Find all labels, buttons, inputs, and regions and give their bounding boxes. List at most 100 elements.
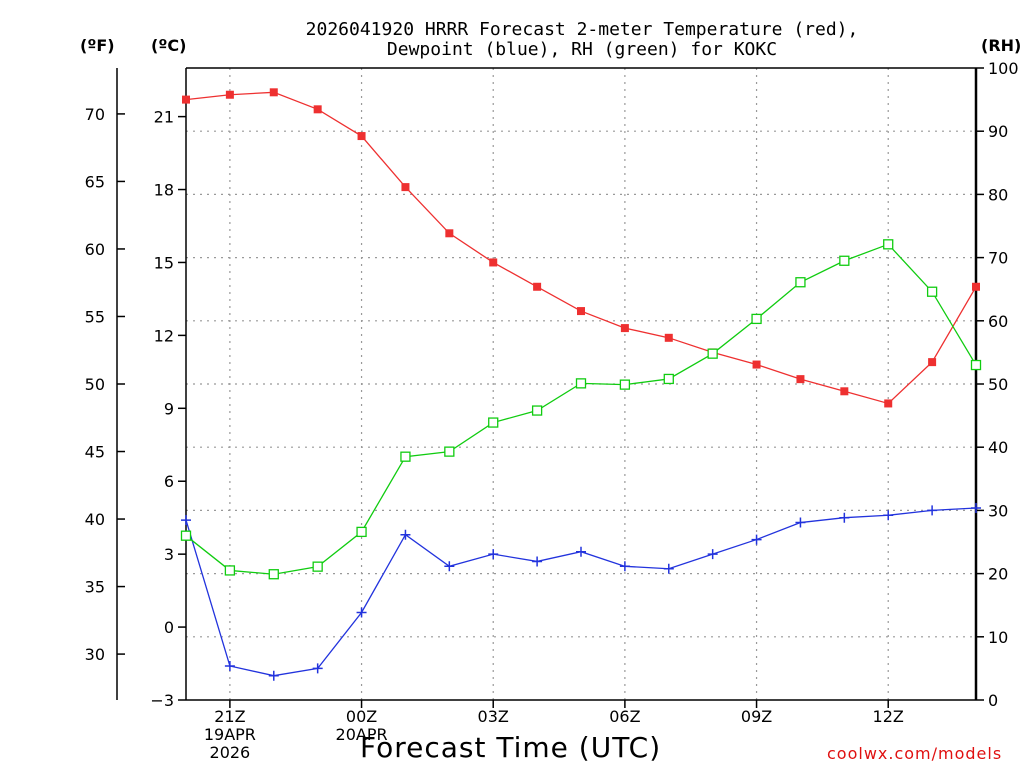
- temperature-point: [269, 88, 278, 97]
- celsius-tick-label: −3: [150, 691, 174, 710]
- temperature-point: [401, 183, 410, 192]
- tick-labels: −3 0 3 6 9 12 15 18 21 30 35 40 45 50 55 60 65 70 0 10 20 30 4…: [85, 59, 1019, 762]
- celsius-tick-label: 18: [154, 181, 174, 200]
- temperature-point: [577, 307, 585, 316]
- rh-tick-label: 80: [988, 185, 1008, 204]
- celsius-tick-label: 0: [164, 618, 174, 637]
- rh-point: [619, 379, 631, 390]
- temperature-point: [313, 105, 322, 114]
- fahrenheit-tick-label: 35: [85, 578, 105, 597]
- rh-point: [488, 417, 499, 428]
- temperature-point: [620, 324, 629, 333]
- rh-point: [970, 359, 982, 371]
- fahrenheit-tick-label: 55: [85, 307, 105, 326]
- temperature-point: [489, 258, 498, 267]
- temperature-point: [225, 90, 234, 99]
- grid-lines: [186, 68, 976, 700]
- rh-point: [795, 277, 806, 288]
- rh-point: [312, 561, 323, 572]
- fahrenheit-tick-label: 65: [85, 172, 105, 191]
- x-tick-label: 19APR: [204, 725, 256, 744]
- x-tick-label: 03Z: [478, 707, 509, 726]
- dewpoint-point: [268, 670, 279, 681]
- rh-tick-label: 50: [988, 375, 1008, 394]
- rh-point: [531, 405, 543, 416]
- rh-point: [180, 530, 192, 541]
- dewpoint-point: [795, 517, 806, 528]
- rh-point: [444, 446, 455, 457]
- source-credit: coolwx.com/models: [827, 744, 1003, 763]
- celsius-tick-label: 21: [154, 108, 174, 127]
- fahrenheit-tick-label: 40: [85, 510, 105, 529]
- rh-tick-label: 100: [988, 59, 1019, 78]
- series-markers: [180, 88, 982, 681]
- dewpoint-point: [532, 556, 543, 567]
- rh-point: [575, 378, 587, 389]
- x-tick-label: 09Z: [741, 707, 772, 726]
- dewpoint-point: [707, 549, 718, 560]
- temperature-point: [796, 375, 805, 384]
- dewpoint-point: [181, 515, 191, 526]
- temperature-point: [752, 360, 761, 369]
- rh-tick-label: 70: [988, 249, 1008, 268]
- celsius-tick-label: 9: [164, 399, 174, 418]
- rh-tick-label: 40: [988, 438, 1008, 457]
- x-tick-label: 06Z: [609, 707, 640, 726]
- dewpoint-line: [185, 507, 977, 677]
- temperature-point: [884, 399, 893, 408]
- temperature-point: [928, 358, 937, 367]
- x-tick-label: 2026: [210, 743, 251, 762]
- celsius-axis-label: (ºC): [151, 36, 187, 55]
- temperature-point: [533, 282, 542, 291]
- temperature-point: [972, 282, 980, 291]
- dewpoint-point: [663, 563, 674, 574]
- rh-point: [356, 526, 367, 538]
- rh-tick-label: 90: [988, 122, 1008, 141]
- x-tick-label: 20APR: [336, 725, 388, 744]
- dewpoint-point: [400, 529, 411, 540]
- dewpoint-point: [444, 561, 455, 572]
- x-axis-title: Forecast Time (UTC): [360, 731, 662, 764]
- temperature-point: [357, 132, 366, 141]
- chart-title-line-2: Dewpoint (blue), RH (green) for KOKC: [386, 39, 778, 60]
- rh-point: [400, 451, 411, 462]
- fahrenheit-axis-label: (ºF): [80, 36, 115, 55]
- rh-point: [883, 239, 894, 250]
- rh-axis-label: (RH): [981, 36, 1022, 55]
- rh-tick-label: 10: [988, 628, 1008, 647]
- dewpoint-point: [356, 607, 367, 618]
- x-tick-label: 21Z: [214, 707, 245, 726]
- chart-title-line-1: 2026041920 HRRR Forecast 2-meter Tempera…: [305, 19, 859, 40]
- dewpoint-point: [839, 512, 850, 523]
- rh-point: [268, 569, 279, 580]
- celsius-tick-label: 15: [154, 253, 174, 272]
- dewpoint-point: [488, 549, 499, 560]
- dewpoint-point: [619, 561, 630, 572]
- rh-point: [839, 255, 850, 266]
- rh-point: [926, 286, 938, 297]
- rh-point: [707, 348, 718, 359]
- rh-point: [663, 373, 674, 385]
- fahrenheit-tick-label: 60: [85, 240, 105, 259]
- temperature-point: [664, 333, 673, 342]
- fahrenheit-tick-label: 50: [85, 375, 105, 394]
- x-tick-label: 00Z: [346, 707, 377, 726]
- celsius-tick-label: 12: [154, 326, 174, 345]
- dewpoint-point: [883, 510, 894, 521]
- temperature-point: [445, 229, 454, 238]
- x-tick-label: 12Z: [873, 707, 904, 726]
- dewpoint-point: [224, 660, 235, 671]
- fahrenheit-tick-label: 30: [85, 645, 105, 664]
- axes: [116, 67, 984, 708]
- rh-tick-label: 20: [988, 565, 1008, 584]
- fahrenheit-tick-label: 70: [85, 105, 105, 124]
- dewpoint-point: [751, 534, 762, 545]
- temperature-point: [182, 95, 190, 104]
- rh-tick-label: 60: [988, 312, 1008, 331]
- temperature-line: [185, 91, 977, 405]
- dewpoint-point: [576, 546, 586, 557]
- celsius-tick-label: 6: [164, 472, 174, 491]
- rh-tick-label: 30: [988, 501, 1008, 520]
- dewpoint-point: [927, 505, 938, 516]
